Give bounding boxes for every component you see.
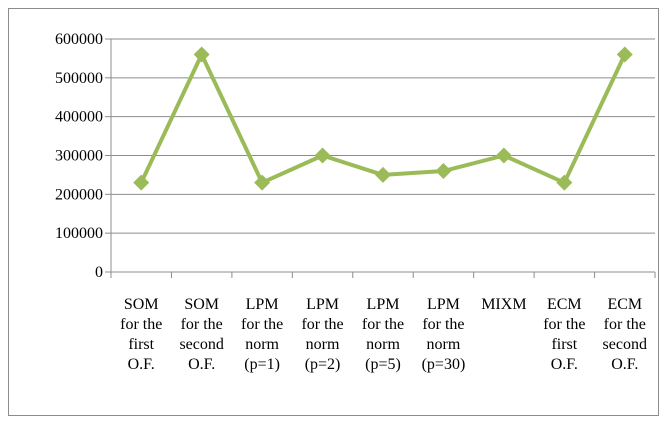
x-category-label-line: norm (245, 336, 279, 353)
x-category-label-line: LPM (306, 296, 339, 313)
x-category-label-line: for the (120, 316, 162, 333)
x-category-label-line: (p=2) (305, 356, 341, 373)
x-category-label-line: for the (181, 316, 223, 333)
data-point-marker (616, 46, 633, 63)
x-category-label: SOM for the second O.F. (179, 296, 223, 373)
x-category-label: LPM for the norm (p=30) (422, 296, 466, 373)
x-category-label-line: for the (362, 316, 404, 333)
x-category-label-line: ECM (547, 296, 582, 313)
x-category-label-line: LPM (427, 296, 460, 313)
x-category-label-line: SOM (124, 296, 159, 313)
y-tick-label: 0 (95, 264, 103, 281)
x-category-label-line: for the (604, 316, 646, 333)
data-point-marker (495, 147, 512, 164)
x-category-label-line: for the (301, 316, 343, 333)
data-point-marker (133, 174, 150, 191)
y-tick-label: 600000 (55, 31, 103, 48)
series-line (139, 52, 627, 185)
line-chart: 0 100000 200000 300000 400000 500000 600000 SOM… (55, 31, 656, 373)
y-tick-label: 500000 (55, 70, 103, 87)
x-category-label-line: O.F. (128, 356, 155, 373)
data-point-marker (193, 46, 210, 63)
x-category-label-line: ECM (607, 296, 642, 313)
x-category-label: LPM for the norm (p=5) (362, 296, 404, 373)
x-category-label-line: for the (422, 316, 464, 333)
x-category-label-line: O.F. (551, 356, 578, 373)
x-category-label-line: LPM (367, 296, 400, 313)
x-category-label-line: for the (543, 316, 585, 333)
x-category-label-line: norm (306, 336, 340, 353)
y-tick-label: 200000 (55, 186, 103, 203)
x-category-label-line: first (128, 336, 154, 353)
data-point-marker (314, 147, 331, 164)
x-category-label-line: norm (366, 336, 400, 353)
x-category-label-line: (p=5) (365, 356, 401, 373)
x-category-label-line: (p=30) (422, 356, 466, 373)
data-point-marker (254, 174, 271, 191)
x-category-label-line: for the (241, 316, 283, 333)
data-point-marker (375, 166, 391, 183)
x-category-label-line: MIXM (481, 296, 526, 313)
x-category-label: ECM for the second O.F. (603, 296, 647, 373)
y-tick-label: 100000 (55, 225, 103, 242)
x-category-label-line: SOM (184, 296, 219, 313)
data-point-marker (435, 163, 452, 180)
x-category-label-line: first (551, 336, 577, 353)
x-category-label-line: second (179, 336, 223, 353)
chart-frame: 0 100000 200000 300000 400000 500000 600000 SOM… (8, 8, 659, 416)
x-category-label-line: (p=1) (244, 356, 280, 373)
x-category-label: ECM for the first O.F. (543, 296, 585, 373)
y-tick-label: 300000 (55, 148, 103, 165)
x-category-label: LPM for the norm (p=1) (241, 296, 283, 373)
x-category-label-line: LPM (246, 296, 279, 313)
x-category-label-line: O.F. (611, 356, 638, 373)
x-category-label-line: norm (427, 336, 461, 353)
y-tick-label: 400000 (55, 109, 103, 126)
x-category-label: MIXM (481, 296, 526, 313)
x-category-label-line: second (603, 336, 647, 353)
data-point-marker (556, 174, 573, 191)
x-category-label: LPM for the norm (p=2) (301, 296, 343, 373)
x-category-label: SOM for the first O.F. (120, 296, 162, 373)
x-category-label-line: O.F. (188, 356, 215, 373)
